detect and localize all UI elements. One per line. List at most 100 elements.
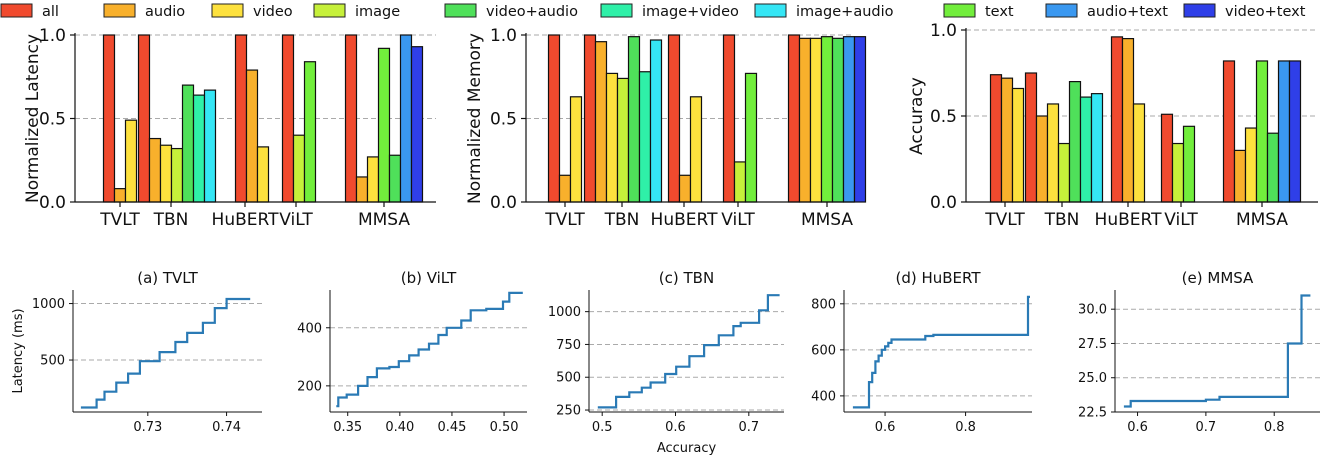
x-tick-label: TBN [153, 210, 189, 230]
x-tick-label: 0.45 [437, 420, 466, 435]
y-tick-label: 0.5 [490, 110, 517, 130]
x-tick-label: TBN [1044, 210, 1080, 230]
bar-tvlt-all [547, 34, 561, 203]
legend-label-image-audio: image+audio [796, 4, 894, 20]
y-tick-label: 250 [556, 404, 581, 419]
y-tick-label: 22.5 [1078, 406, 1107, 421]
y-tick-label: 30.0 [1078, 303, 1107, 318]
legend-swatch-video [211, 3, 244, 18]
chart-title: (d) HuBERT [895, 269, 981, 287]
bar-tbn-video-audio [627, 36, 641, 203]
legend-swatch-audio [103, 3, 136, 18]
x-tick-label: TVLT [99, 210, 140, 230]
bar-hubert-all [234, 34, 248, 203]
y-tick-label: 27.5 [1078, 337, 1107, 352]
x-tick-label: HuBERT [651, 210, 719, 230]
legend-label-audio: audio [145, 4, 185, 20]
legend: all audio video image video+audio image+video… [0, 3, 1306, 20]
legend-swatch-video-audio [444, 3, 477, 18]
x-tick-label: MMSA [801, 210, 853, 230]
x-tick-label: HuBERT [1095, 210, 1163, 230]
bar-tbn-all [583, 34, 597, 203]
x-tick-label: TVLT [544, 210, 585, 230]
bar-tbn-video [1046, 103, 1060, 203]
y-axis-label: Normalized Latency [23, 34, 43, 203]
legend-swatch-audio-text [1045, 3, 1078, 18]
x-tick-label: MMSA [358, 210, 410, 230]
bar-mmsa-text [377, 47, 391, 203]
legend-swatch-text [943, 3, 976, 18]
bar-mmsa-text [820, 36, 834, 203]
bar-mmsa-audio-text [1277, 60, 1291, 203]
bar-mmsa-audio [355, 176, 369, 203]
x-tick-label: 0.6 [665, 420, 686, 435]
x-tick-label: ViLT [721, 210, 755, 230]
x-tick-label: 0.40 [385, 420, 414, 435]
bar-tbn-image [616, 77, 630, 203]
legend-swatch-image-video [600, 3, 633, 18]
bar-tbn-image-video [1079, 96, 1093, 203]
y-tick-label: 750 [556, 338, 581, 353]
x-tick-label: 0.8 [1264, 420, 1285, 435]
bar-tvlt-video [569, 96, 583, 203]
legend-label-video: video [253, 4, 293, 20]
chart-title: (c) TBN [659, 269, 714, 287]
bar-mmsa-video-text [410, 46, 424, 203]
bar-vilt-text [1182, 125, 1196, 203]
bar-vilt-all [722, 34, 736, 203]
data-line [852, 295, 1030, 409]
bar-chart-1: 0.0 0.5 1.0 TVLT TBN HuBERT ViLT MMSA Normalized… [23, 26, 436, 230]
legend-swatch-video-text [1183, 3, 1216, 18]
bar-tvlt-all [102, 34, 116, 203]
bar-tbn-video-audio [181, 84, 195, 203]
line-chart-2: 200 400 0.35 0.40 0.45 0.50 (b) ViLT [297, 269, 527, 435]
bar-mmsa-all [787, 34, 801, 203]
bar-mmsa-text [1255, 60, 1269, 203]
line-chart-5: 22.5 25.0 27.5 30.0 0.6 0.7 0.8 (e) MMSA [1078, 269, 1320, 435]
bar-tvlt-all [989, 74, 1003, 203]
bar-hubert-video [256, 146, 270, 203]
legend-label-text: text [985, 4, 1014, 20]
x-tick-label: 0.8 [955, 420, 976, 435]
y-tick-label: 0.5 [39, 110, 66, 130]
bar-tvlt-video [124, 119, 138, 203]
y-tick-label: 500 [40, 354, 65, 369]
y-tick-label: 1.0 [490, 26, 517, 46]
bar-vilt-all [281, 34, 295, 203]
bar-tbn-image-audio [1090, 93, 1104, 203]
bar-tbn-image-video [192, 94, 206, 203]
bar-mmsa-all [1222, 60, 1236, 203]
x-tick-label: 0.5 [592, 420, 613, 435]
data-line [336, 291, 523, 408]
bar-hubert-audio [245, 69, 259, 203]
bar-chart-3: 0.0 0.5 1.0 TVLT TBN HuBERT ViLT MMSA Accuracy [907, 21, 1318, 230]
bar-tbn-audio [1035, 115, 1049, 203]
bar-vilt-text [303, 61, 317, 203]
y-tick-label: 1000 [548, 305, 581, 320]
y-tick-label: 500 [556, 371, 581, 386]
legend-swatch-image [313, 3, 346, 18]
bar-hubert-video [1132, 103, 1146, 203]
y-tick-label: 1000 [32, 297, 65, 312]
y-tick-label: 0.0 [930, 193, 957, 213]
bar-hubert-all [1110, 36, 1124, 203]
bar-mmsa-all [344, 34, 358, 203]
bar-vilt-text [744, 72, 758, 203]
bar-mmsa-audio [798, 37, 812, 203]
bar-mmsa-audio [1233, 149, 1247, 203]
bar-vilt-image [1171, 142, 1185, 203]
legend-label-audio-text: audio+text [1087, 4, 1168, 20]
bar-mmsa-video-text [1288, 60, 1302, 203]
y-tick-label: 600 [811, 343, 836, 358]
legend-label-all: all [42, 4, 59, 20]
y-axis-label: Normalized Memory [465, 33, 485, 204]
legend-label-image: image [355, 4, 400, 20]
bar-hubert-audio [1121, 37, 1135, 203]
y-axis-label: Accuracy [907, 77, 927, 155]
x-tick-label: 0.73 [133, 420, 162, 435]
bar-mmsa-audio-text [842, 36, 856, 203]
bar-tbn-video [605, 72, 619, 203]
y-tick-label: 0.0 [39, 193, 66, 213]
x-tick-label: 0.74 [212, 420, 241, 435]
